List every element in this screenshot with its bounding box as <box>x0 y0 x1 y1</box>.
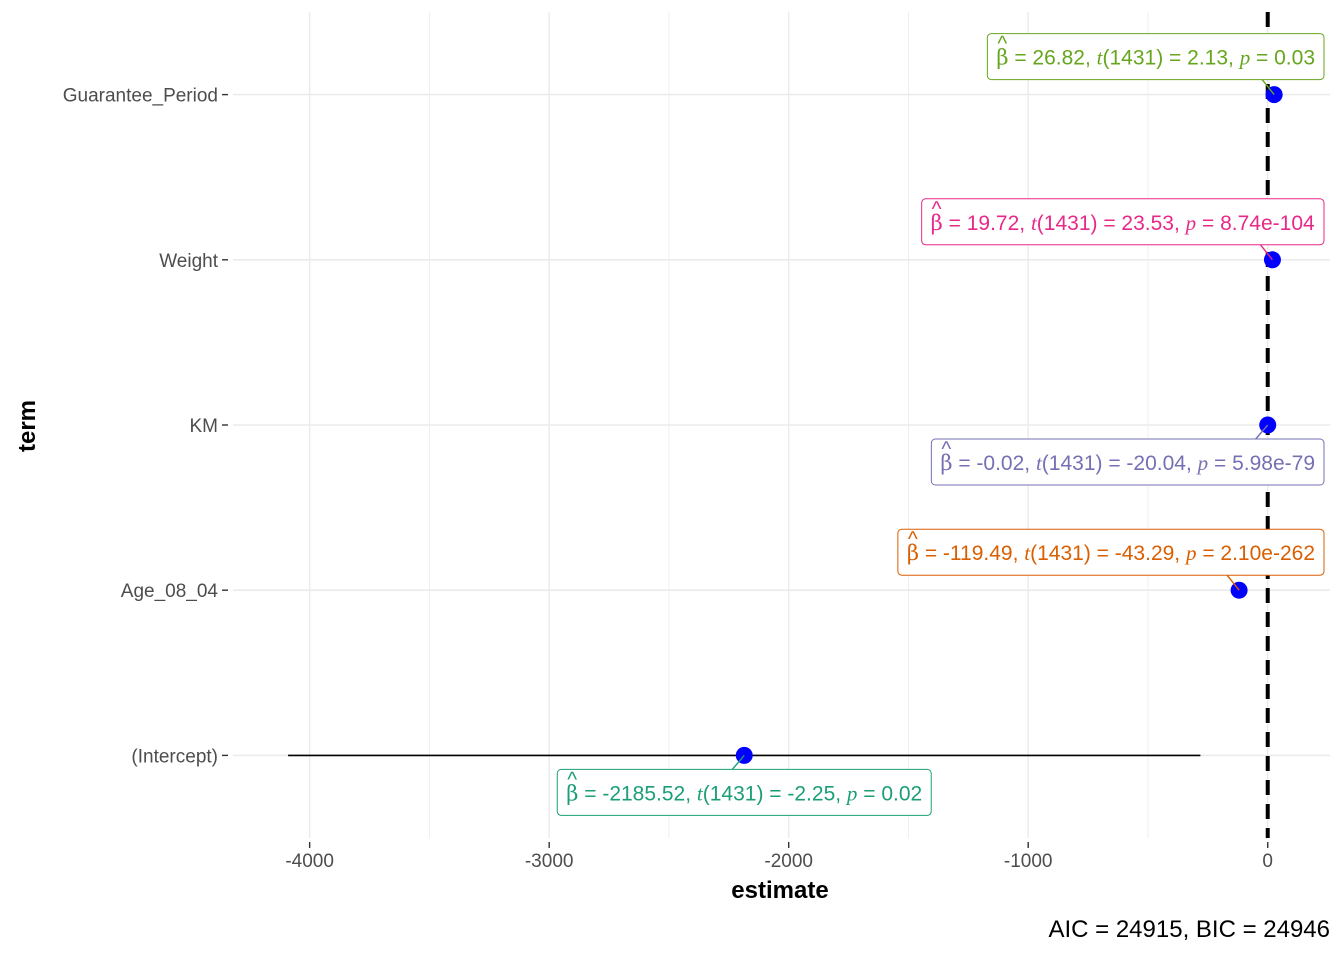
coefficient-label-text: β = 26.82, t(1431) = 2.13, p = 0.03 <box>996 46 1315 70</box>
y-axis-title: term <box>14 400 41 452</box>
label-connector <box>1255 424 1269 440</box>
x-axis-title: estimate <box>731 877 828 904</box>
x-tick-label: -1000 <box>1004 851 1053 872</box>
label-connector <box>731 754 745 770</box>
y-tick-label: Guarantee_Period <box>63 86 218 107</box>
coefficient-label-text: β = 19.72, t(1431) = 23.53, p = 8.74e-10… <box>931 211 1315 235</box>
y-tick-label: (Intercept) <box>131 746 218 767</box>
y-axis: (Intercept) Age_08_04 KM Weight Guarantee_Pe… <box>63 86 228 767</box>
coefficient-label-text: β = -119.49, t(1431) = -43.29, p = 2.10e… <box>907 541 1315 565</box>
x-tick-label: -2000 <box>764 851 813 872</box>
label-connector <box>1259 244 1273 261</box>
y-tick-label: Weight <box>159 251 219 272</box>
hat-accent: ^ <box>941 438 951 461</box>
coefficient-label-box <box>986 33 1325 81</box>
y-tick-label: Age_08_04 <box>121 581 219 602</box>
hat-accent: ^ <box>932 198 942 221</box>
coefficient-labels: β = -2185.52, t(1431) = -2.25, p = 0.02^… <box>556 33 1325 816</box>
label-connector <box>1261 79 1275 96</box>
coefficient-label-box <box>556 768 932 816</box>
hat-accent: ^ <box>567 768 577 791</box>
coefficient-label-text: β = -2185.52, t(1431) = -2.25, p = 0.02 <box>566 781 922 805</box>
hat-accent: ^ <box>908 528 918 551</box>
x-axis: -4000 -3000 -2000 -1000 0 <box>285 842 1273 872</box>
x-tick-label: 0 <box>1262 851 1273 872</box>
x-tick-label: -4000 <box>285 851 334 872</box>
coefficient-label: β = 26.82, t(1431) = 2.13, p = 0.03^ <box>986 33 1325 81</box>
hat-accent: ^ <box>997 33 1007 56</box>
x-tick-label: -3000 <box>525 851 574 872</box>
coefficient-label-box <box>897 528 1325 576</box>
coefficient-label: β = -119.49, t(1431) = -43.29, p = 2.10e… <box>897 528 1325 576</box>
coefficient-label: β = -0.02, t(1431) = -20.04, p = 5.98e-7… <box>930 438 1325 486</box>
coefficient-label: β = -2185.52, t(1431) = -2.25, p = 0.02^ <box>556 768 932 816</box>
coefficient-label-box <box>930 438 1325 486</box>
coefficient-label-text: β = -0.02, t(1431) = -20.04, p = 5.98e-7… <box>940 451 1315 475</box>
label-connector <box>1226 574 1240 591</box>
grid-lines <box>233 12 1330 838</box>
coefficient-label: β = 19.72, t(1431) = 23.53, p = 8.74e-10… <box>921 198 1325 246</box>
model-fit-caption: AIC = 24915, BIC = 24946 <box>1048 916 1330 943</box>
y-tick-label: KM <box>190 416 219 437</box>
coefficient-label-box <box>921 198 1325 246</box>
